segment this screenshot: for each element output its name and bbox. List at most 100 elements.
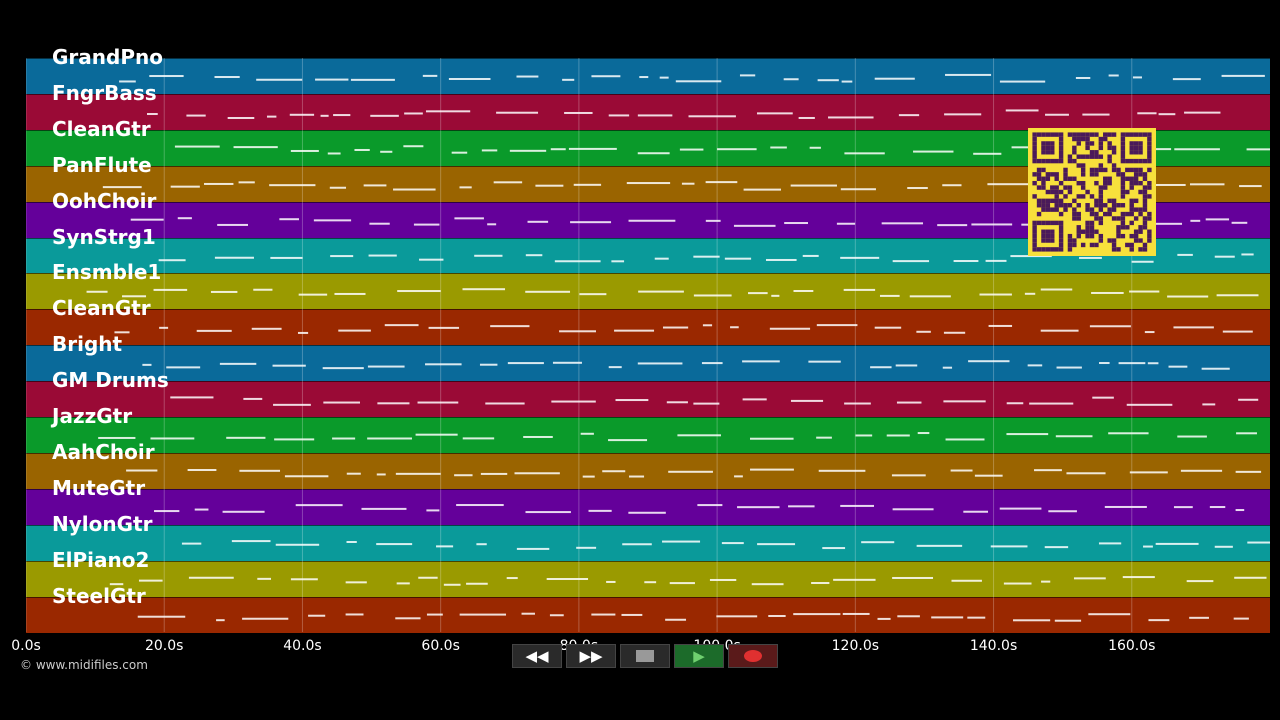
time-tick-label: 140.0s — [969, 638, 1018, 654]
note — [666, 401, 688, 404]
note — [861, 540, 895, 543]
note — [602, 470, 626, 473]
note — [742, 398, 767, 401]
note — [384, 324, 419, 327]
note — [214, 76, 240, 79]
note — [1231, 221, 1248, 224]
note — [231, 539, 271, 542]
note — [945, 73, 992, 76]
note — [425, 110, 471, 113]
note — [525, 291, 571, 294]
record-button[interactable] — [728, 644, 778, 668]
note — [395, 472, 441, 475]
note — [756, 112, 793, 115]
note — [568, 147, 617, 150]
track-notes — [154, 503, 1245, 514]
play-button[interactable]: ▶ — [674, 644, 724, 668]
note — [369, 222, 390, 225]
track-lane — [26, 345, 1270, 382]
note — [393, 188, 436, 191]
note — [999, 80, 1046, 83]
note — [842, 612, 870, 615]
note — [550, 147, 566, 150]
note — [608, 114, 630, 117]
note — [1045, 113, 1069, 116]
note — [1056, 366, 1082, 369]
note — [451, 151, 468, 154]
note — [243, 398, 263, 401]
note — [122, 295, 147, 298]
note — [705, 180, 738, 183]
track-label: SynStrg1 — [52, 224, 156, 249]
note — [1233, 617, 1249, 620]
note — [950, 469, 973, 472]
note — [677, 434, 721, 437]
note — [426, 509, 440, 512]
note — [1238, 398, 1259, 401]
note — [942, 366, 953, 369]
note — [870, 366, 892, 369]
note — [1158, 113, 1176, 116]
note — [462, 288, 506, 291]
track-lane — [26, 417, 1270, 453]
note — [637, 114, 673, 117]
note — [1172, 78, 1201, 81]
note — [227, 116, 255, 119]
track-notes — [147, 109, 1221, 119]
note — [1222, 330, 1253, 333]
note — [239, 469, 281, 472]
note — [1180, 469, 1223, 472]
note — [257, 577, 271, 580]
note — [153, 289, 188, 292]
track-label: GM Drums — [52, 368, 169, 393]
note — [377, 402, 410, 405]
note — [551, 400, 596, 403]
note — [1239, 184, 1262, 187]
rewind-button[interactable]: ◀◀ — [512, 644, 562, 668]
note — [297, 332, 309, 335]
note — [840, 504, 875, 507]
note — [119, 80, 136, 83]
note — [273, 403, 311, 406]
note — [330, 254, 354, 257]
note — [917, 432, 930, 435]
note — [546, 577, 589, 580]
note — [916, 331, 931, 334]
note — [1235, 470, 1262, 473]
note — [1044, 545, 1069, 548]
note — [608, 439, 648, 442]
note — [274, 438, 315, 441]
stop-button[interactable] — [620, 644, 670, 668]
note — [138, 579, 163, 582]
note — [840, 187, 876, 190]
note — [1184, 111, 1221, 114]
note — [1118, 362, 1146, 365]
note — [611, 259, 625, 262]
track-notes — [181, 539, 1270, 550]
note — [166, 366, 201, 369]
note — [194, 508, 209, 511]
fast-forward-button[interactable]: ▶▶ — [566, 644, 616, 668]
note — [333, 113, 351, 116]
note — [418, 576, 438, 579]
note — [892, 259, 930, 262]
note — [843, 289, 876, 292]
copyright-text: © www.midifiles.com — [20, 658, 148, 672]
track-lane — [26, 309, 1270, 346]
note — [506, 576, 518, 579]
note — [628, 219, 676, 222]
note — [733, 224, 776, 227]
note — [493, 181, 523, 184]
track-lane — [26, 58, 1270, 94]
note — [662, 326, 689, 329]
note — [396, 581, 410, 584]
note — [840, 256, 880, 259]
note — [681, 182, 695, 185]
note — [1173, 505, 1193, 508]
note — [1021, 223, 1032, 226]
note — [170, 396, 214, 399]
note — [942, 183, 962, 186]
note — [768, 614, 786, 617]
track-notes — [86, 288, 1259, 298]
note — [549, 613, 564, 616]
